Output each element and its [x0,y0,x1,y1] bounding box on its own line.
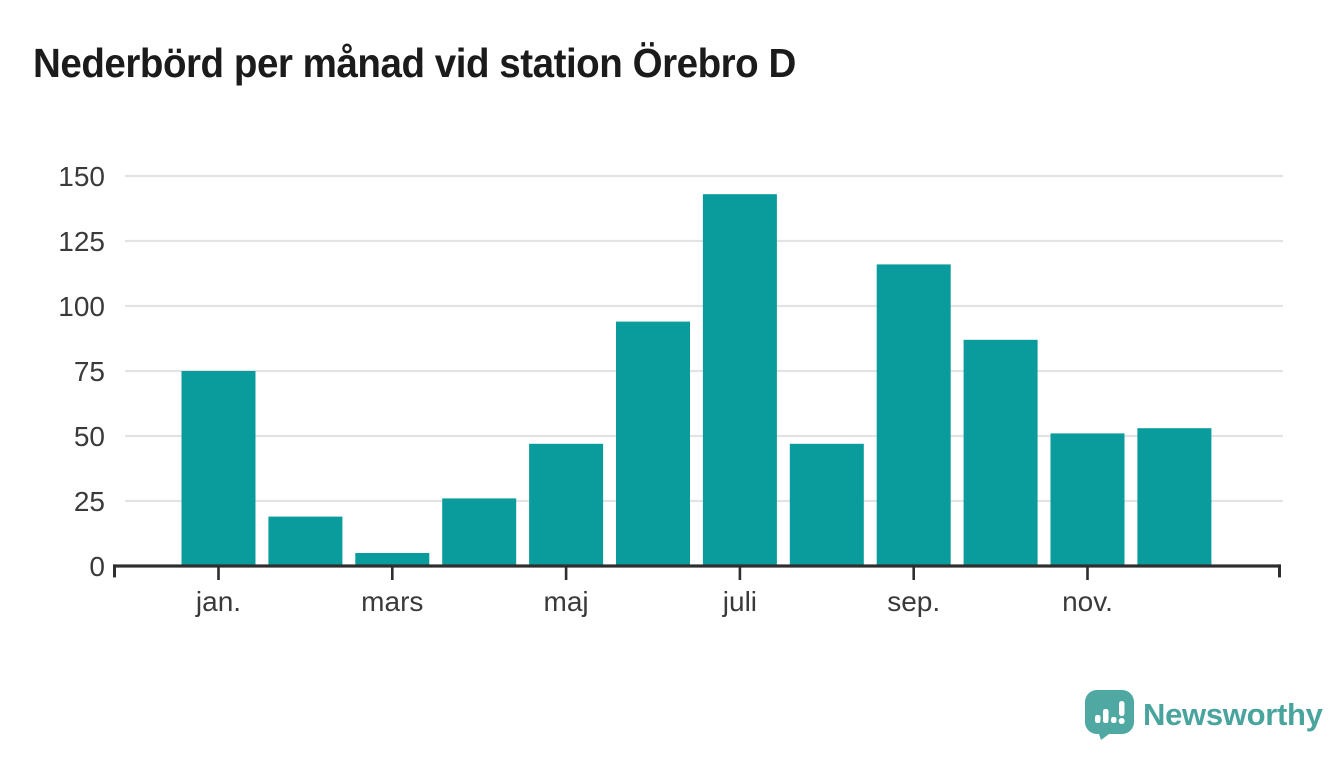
x-axis-tick-labels: jan. mars maj juli sep. nov. [195,586,1113,617]
x-tick-label: jan. [195,586,241,617]
newsworthy-logo[interactable]: Newsworthy [1085,690,1323,740]
bar-mars [355,553,430,567]
x-tick-mark [391,566,394,580]
bar-okt. [963,339,1038,567]
newsworthy-wordmark: Newsworthy [1143,697,1323,732]
axis-line [113,564,1281,568]
x-tick-label: nov. [1062,586,1113,617]
x-tick-label: mars [361,586,423,617]
y-tick-label: 25 [74,486,105,517]
bar-apr. [442,498,517,567]
bar-juni [616,321,690,567]
y-tick-label: 150 [58,161,105,192]
bar-dec. [1137,428,1212,567]
bar-aug. [789,443,864,567]
x-tick-mark [912,566,915,580]
x-tick-mark [564,566,568,580]
y-tick-label: 75 [74,356,105,387]
x-tick-label: sep. [887,586,940,617]
axis-endcap [113,564,116,578]
bar-maj [529,443,604,567]
bar-sep. [876,264,951,567]
y-tick-label: 0 [89,551,105,582]
axis-endcap [1278,564,1281,578]
bar-feb. [268,516,343,567]
x-tick-mark [217,566,220,580]
bar-nov. [1050,433,1125,567]
chart-title: Nederbörd per månad vid station Örebro D [33,40,796,86]
y-tick-label: 100 [58,291,105,322]
y-axis-tick-labels: 0 25 50 75 100 125 150 [58,161,105,582]
y-tick-label: 125 [58,226,105,257]
x-tick-label: maj [544,586,589,617]
x-tick-label: juli [722,586,757,617]
y-tick-label: 50 [74,421,105,452]
x-axis [113,564,1281,580]
bars [181,194,1212,567]
newsworthy-bubble-icon [1085,690,1134,740]
bar-juli [702,194,777,567]
x-tick-mark [1086,566,1089,580]
bar-jan. [181,371,256,567]
x-tick-mark [738,566,742,580]
